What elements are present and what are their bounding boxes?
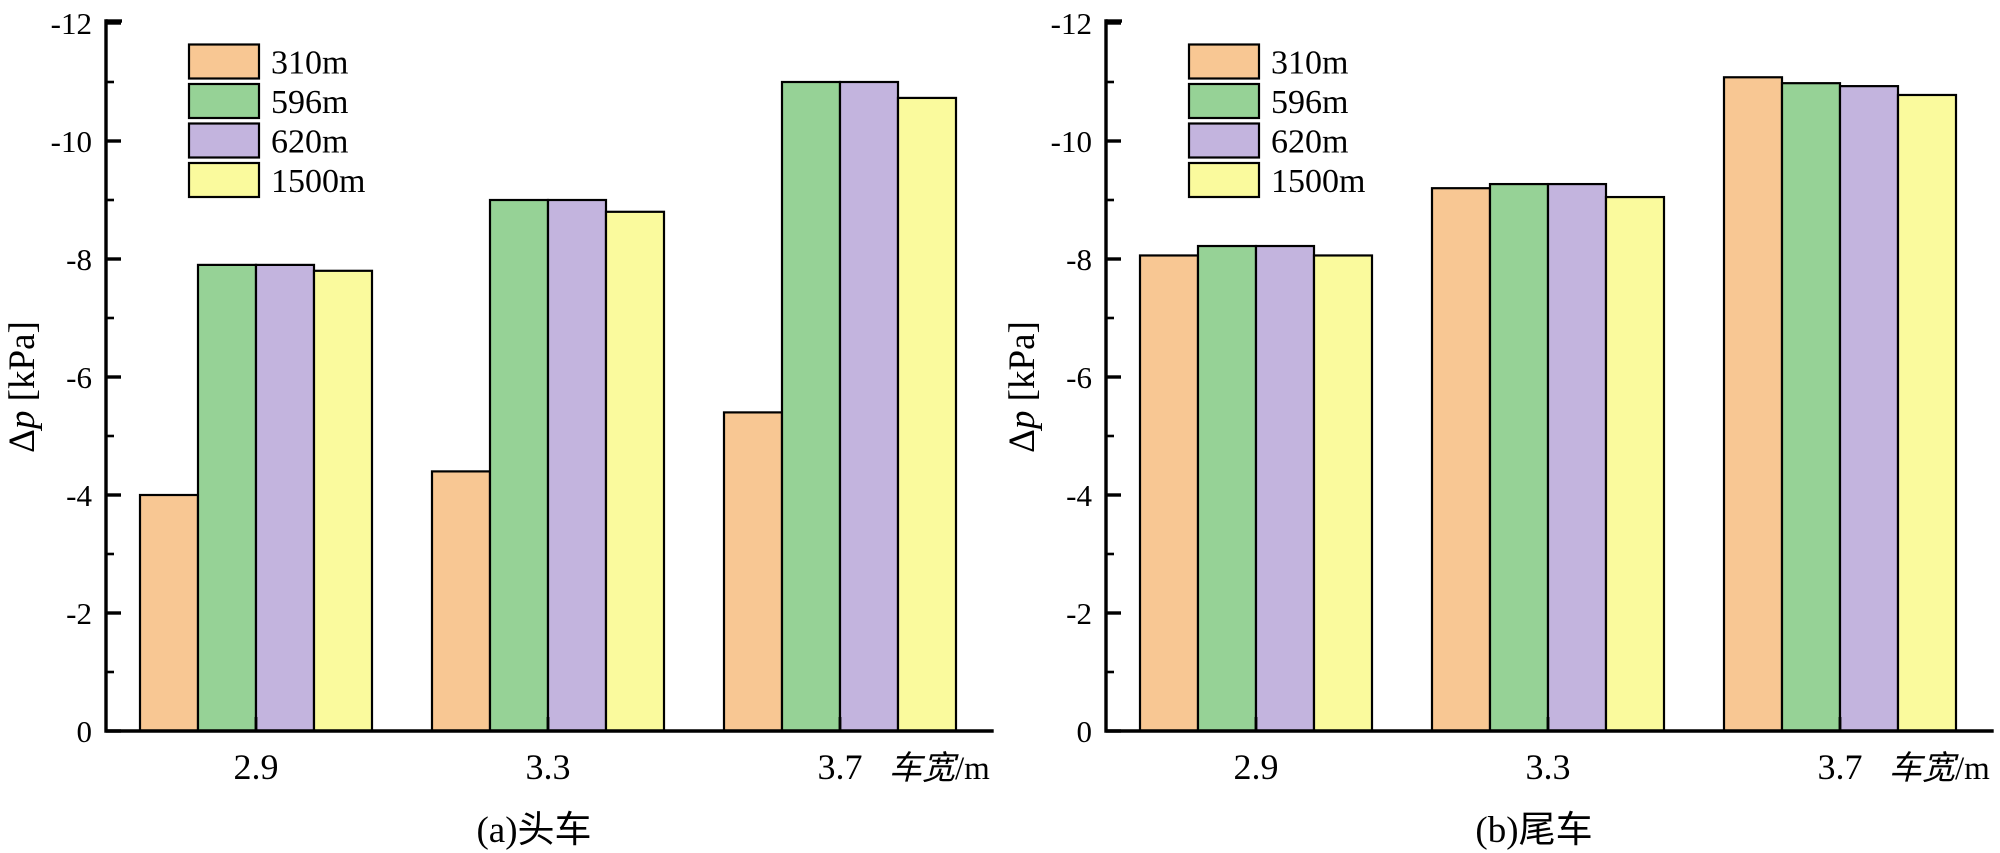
svg-text:车宽/m: 车宽/m: [889, 750, 990, 787]
svg-text:0: 0: [77, 714, 93, 749]
svg-text:-10: -10: [1051, 124, 1092, 159]
svg-text:-6: -6: [66, 360, 92, 395]
svg-text:Δp [kPa]: Δp [kPa]: [1002, 321, 1043, 453]
svg-text:-10: -10: [51, 124, 92, 159]
svg-text:-2: -2: [1066, 596, 1092, 631]
svg-text:2.9: 2.9: [234, 747, 279, 787]
svg-text:-4: -4: [1066, 478, 1092, 513]
svg-text:车宽/m: 车宽/m: [1889, 750, 1990, 787]
svg-text:-6: -6: [1066, 360, 1092, 395]
svg-text:(b)尾车: (b)尾车: [1475, 809, 1592, 851]
svg-text:596m: 596m: [271, 84, 348, 121]
svg-text:-8: -8: [1066, 242, 1092, 277]
svg-text:3.3: 3.3: [1526, 747, 1571, 787]
svg-text:596m: 596m: [1271, 84, 1348, 121]
svg-text:310m: 310m: [271, 45, 348, 82]
svg-text:620m: 620m: [271, 124, 348, 161]
svg-text:-4: -4: [66, 478, 92, 513]
svg-text:-12: -12: [1051, 6, 1092, 41]
svg-text:1500m: 1500m: [271, 163, 365, 200]
svg-text:-8: -8: [66, 242, 92, 277]
svg-text:3.7: 3.7: [1818, 747, 1863, 787]
svg-text:2.9: 2.9: [1234, 747, 1279, 787]
svg-text:3.3: 3.3: [526, 747, 571, 787]
svg-text:620m: 620m: [1271, 124, 1348, 161]
svg-text:310m: 310m: [1271, 45, 1348, 82]
svg-text:1500m: 1500m: [1271, 163, 1365, 200]
svg-text:-12: -12: [51, 6, 92, 41]
svg-text:0: 0: [1077, 714, 1093, 749]
svg-text:(a)头车: (a)头车: [476, 809, 591, 851]
svg-text:-2: -2: [66, 596, 92, 631]
svg-text:Δp [kPa]: Δp [kPa]: [2, 321, 43, 453]
svg-text:3.7: 3.7: [818, 747, 863, 787]
